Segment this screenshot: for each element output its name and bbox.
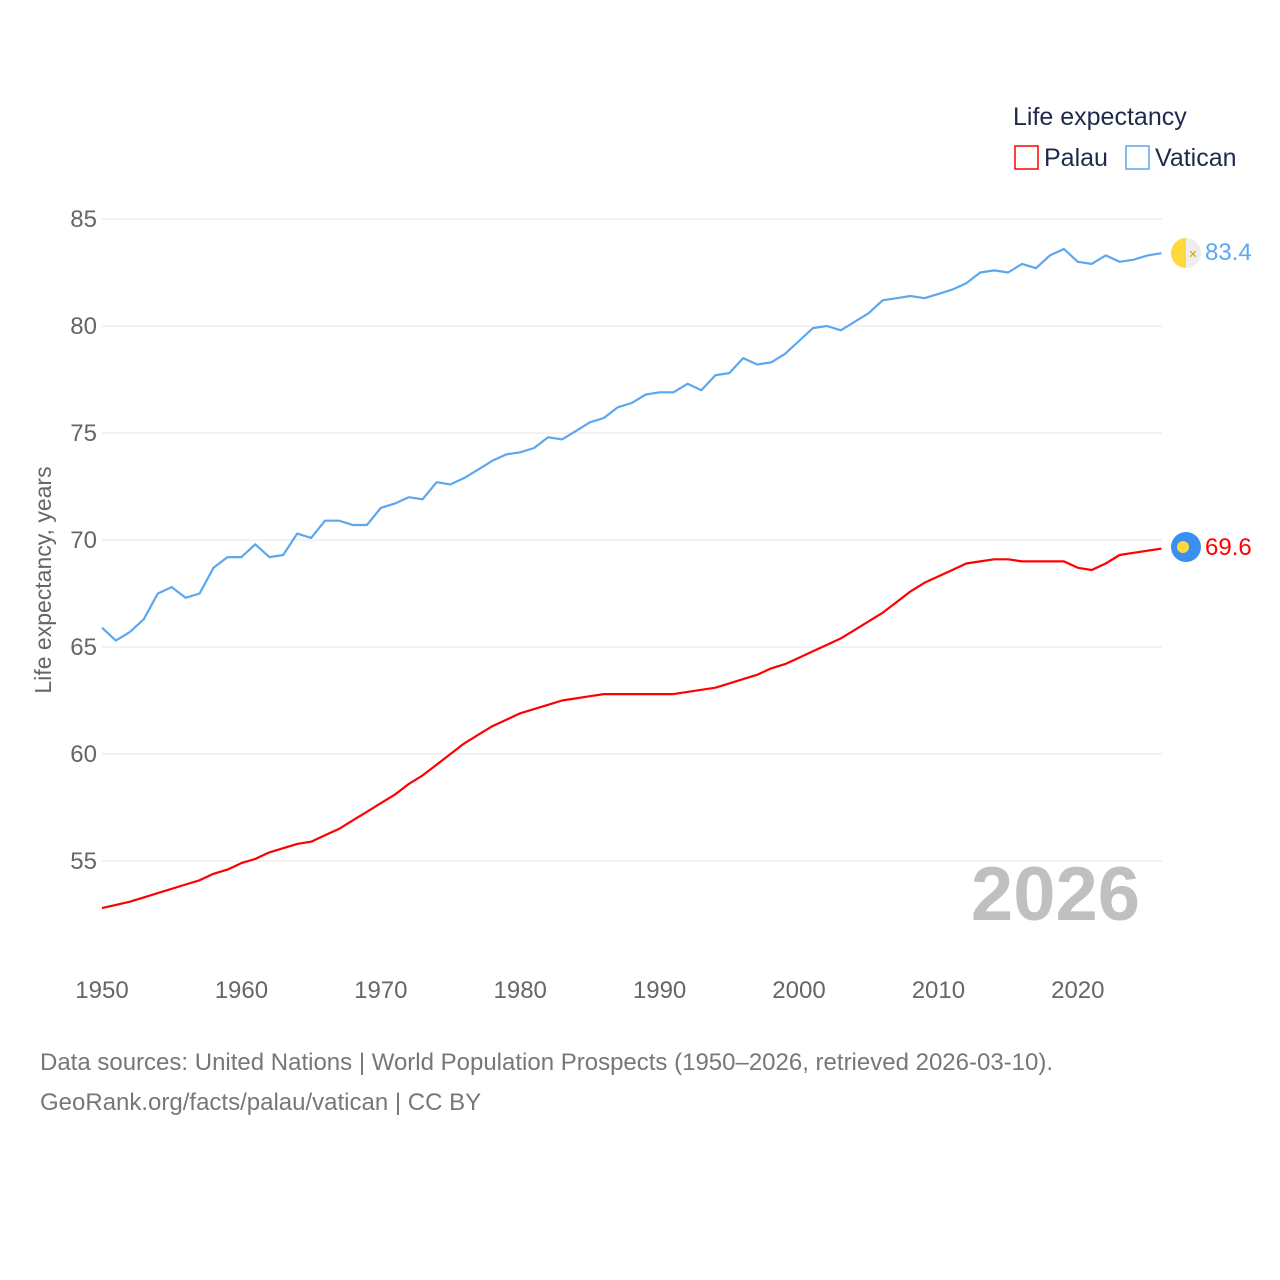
x-tick-label: 1990	[633, 977, 686, 1004]
y-tick-label: 55	[70, 848, 97, 875]
x-tick-label: 1970	[354, 977, 407, 1004]
series-line-vatican	[101, 247, 1162, 642]
x-tick-label: 2000	[772, 977, 825, 1004]
legend-swatch-vatican	[1125, 145, 1150, 170]
vatican-end-value: 83.4	[1205, 239, 1252, 266]
legend-swatch-palau	[1014, 145, 1039, 170]
y-tick-label: 65	[70, 634, 97, 661]
x-tick-label: 2010	[912, 977, 965, 1004]
y-axis-label: Life expectancy, years	[30, 466, 56, 693]
x-tick-label: 2020	[1051, 977, 1104, 1004]
year-watermark: 2026	[971, 852, 1140, 937]
y-tick-label: 75	[70, 420, 97, 447]
palau-flag-icon	[1171, 532, 1201, 562]
y-tick-label: 85	[70, 206, 97, 233]
series-line-palau	[101, 547, 1162, 910]
y-tick-label: 70	[70, 527, 97, 554]
legend: Life expectancy Palau Vatican	[1013, 103, 1237, 172]
x-tick-label: 1980	[494, 977, 547, 1004]
palau-end-value: 69.6	[1205, 534, 1252, 561]
y-tick-label: 80	[70, 313, 97, 340]
source-line-1: Data sources: United Nations | World Pop…	[40, 1049, 1054, 1076]
source-line-2[interactable]: GeoRank.org/facts/palau/vatican | CC BY	[40, 1089, 482, 1116]
x-tick-label: 1950	[75, 977, 128, 1004]
vatican-flag-icon: ✕	[1171, 238, 1201, 268]
svg-text:✕: ✕	[1188, 249, 1197, 261]
legend-label-vatican: Vatican	[1155, 144, 1237, 172]
y-tick-label: 60	[70, 741, 97, 768]
x-tick-label: 1960	[215, 977, 268, 1004]
source-note: Data sources: United Nations | World Pop…	[40, 1043, 1053, 1123]
legend-label-palau: Palau	[1044, 144, 1108, 172]
legend-title: Life expectancy	[1013, 103, 1187, 131]
